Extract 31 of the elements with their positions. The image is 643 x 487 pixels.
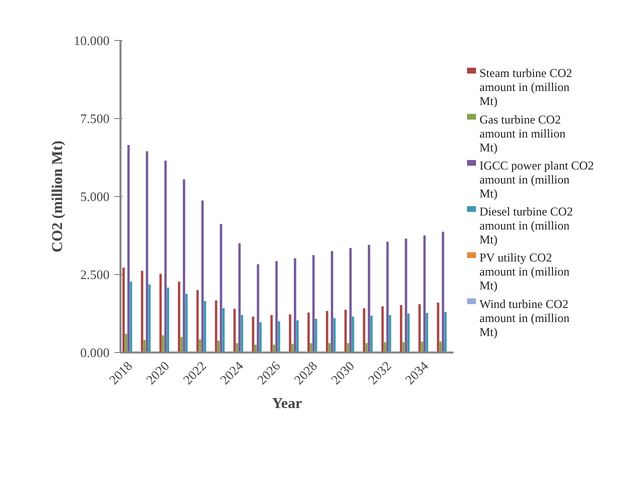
legend-label: Diesel turbine CO2 amount in (million Mt) (480, 204, 573, 247)
bar (270, 315, 273, 352)
bar (288, 314, 292, 352)
y-tick-label: 2.500 (80, 267, 110, 282)
bar (196, 290, 199, 352)
legend-label: Gas turbine CO2 amount in million Mt) (480, 112, 566, 154)
bar (140, 270, 144, 352)
legend-label: Wind turbine CO2 amount in (million Mt) (480, 296, 570, 339)
bar (344, 310, 347, 352)
legend-label: IGCC power plant CO2 amount in (million Mt) (480, 158, 594, 200)
y-tick-label: 5.000 (80, 189, 110, 204)
bar (436, 302, 440, 352)
bar (252, 316, 254, 352)
y-axis-title: CO2 (million Mt) (50, 140, 66, 252)
bar (326, 311, 328, 352)
bar (362, 308, 366, 352)
bar (400, 305, 402, 352)
bar (159, 274, 162, 352)
bar (214, 300, 218, 352)
x-axis-title: Year (272, 396, 302, 412)
bar (418, 304, 421, 352)
bar (381, 306, 384, 352)
bar (122, 268, 125, 352)
legend-label: Steam turbine CO2 amount in (million Mt) (480, 66, 572, 108)
y-tick-label: 7.500 (80, 111, 110, 126)
y-tick-label: 0.000 (80, 345, 110, 360)
bar (307, 312, 310, 352)
legend-label: PV utility CO2 amount in (million Mt) (480, 250, 570, 293)
y-tick-label: 10.000 (74, 33, 110, 48)
bar (178, 282, 180, 352)
bar (233, 308, 236, 352)
